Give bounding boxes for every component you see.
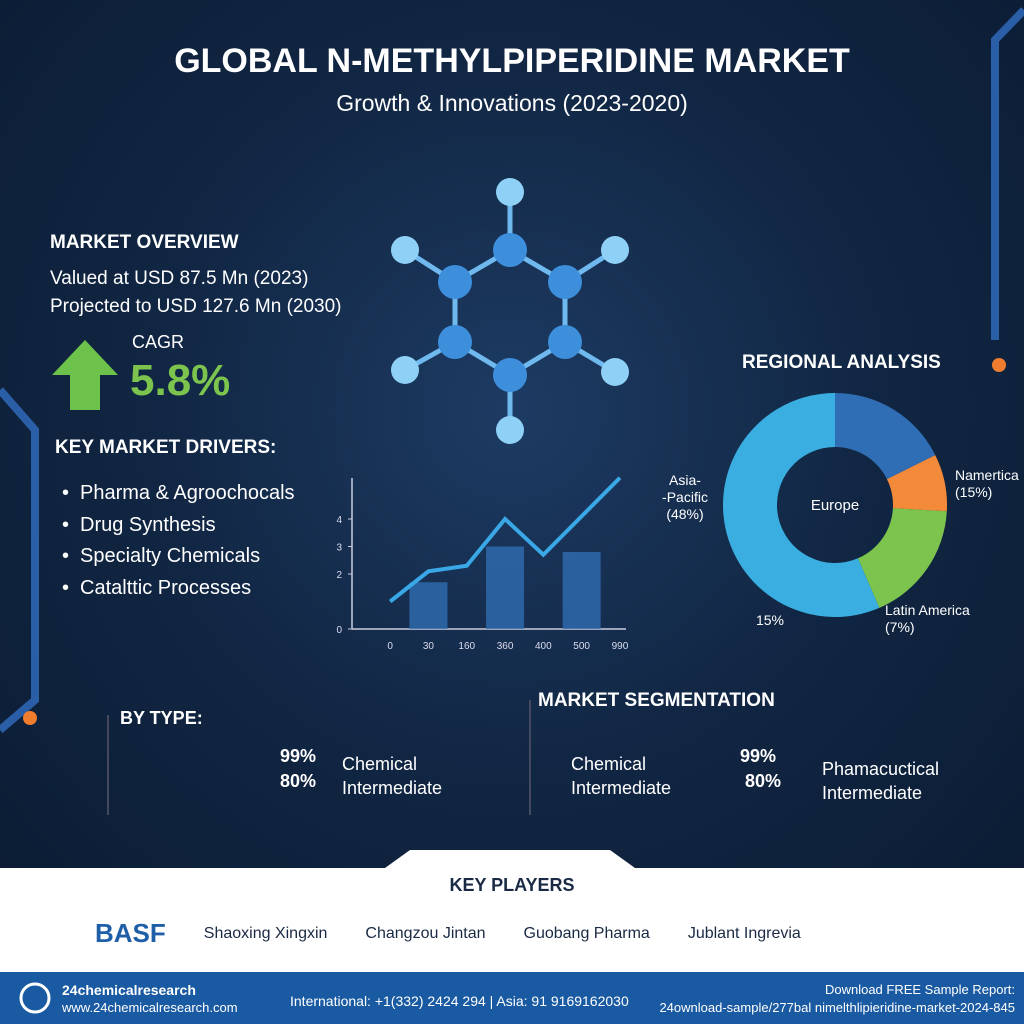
- driver-item: • Drug Synthesis: [62, 510, 295, 542]
- driver-item: • Catalttic Processes: [62, 573, 295, 605]
- value-label: (7%): [885, 619, 915, 635]
- heading: KEY MARKET DRIVERS:: [55, 437, 277, 458]
- player-list: BASF Shaoxing Xingxin Changzou Jintan Guoba…: [95, 918, 995, 949]
- player: Shaoxing Xingxin: [203, 924, 328, 942]
- player: Changzou Jintan: [365, 924, 486, 942]
- download-link: 24ownload-sample/277bal nimelthlipieridi…: [659, 1000, 1015, 1015]
- bullet: •: [62, 513, 70, 536]
- seg-label: Phamacuctical Intermediate: [822, 759, 940, 803]
- regional-donut: Namertica(15%) Latin America(7%) 15% Asia--…: [662, 393, 1019, 635]
- download-title: Download FREE Sample Report:: [824, 982, 1015, 997]
- x-tick-label: 30: [423, 641, 435, 652]
- y-tick-label: 0: [336, 625, 342, 636]
- bar: [562, 552, 601, 629]
- subtitle: Growth & Innovations (2023-2020): [336, 90, 688, 116]
- segment-label: Asia-: [669, 472, 701, 488]
- pct: 80%: [280, 771, 317, 791]
- y-tick-label: 3: [336, 543, 342, 554]
- y-tick-label: 4: [336, 515, 342, 526]
- driver-item: • Pharma & Agroochocals: [62, 478, 295, 510]
- x-tick-label: 500: [573, 641, 590, 652]
- heading: REGIONAL ANALYSIS: [742, 352, 941, 373]
- player: BASF: [95, 918, 166, 948]
- segment: [886, 455, 947, 512]
- segment-label: -Pacific: [662, 489, 708, 505]
- heading: MARKET OVERVIEW: [50, 232, 239, 253]
- bullet: •: [62, 482, 70, 504]
- bar: [409, 582, 448, 629]
- heading: KEY PLAYERS: [449, 875, 575, 895]
- x-tick-label: 0: [387, 641, 393, 652]
- cagr-label: CAGR: [132, 332, 185, 352]
- player: Jublant Ingrevia: [687, 924, 801, 942]
- seg-label: Chemical Intermediate: [571, 754, 672, 798]
- x-tick-label: 990: [612, 641, 629, 652]
- segment: [835, 393, 936, 480]
- x-tick-label: 360: [497, 641, 514, 652]
- growth-chart: 0 2 3 4 0 30 160 360 400 500 990: [336, 476, 629, 652]
- player: Guobang Pharma: [523, 924, 650, 942]
- bullet: •: [62, 576, 70, 599]
- value-label: (48%): [666, 506, 703, 522]
- value-label: 15%: [756, 612, 784, 628]
- x-tick-label: 400: [535, 641, 552, 652]
- bullet: •: [62, 545, 70, 567]
- overview-line: Valued at USD 87.5 Mn (2023): [50, 268, 309, 289]
- contact: International: +1(332) 2424 294 | Asia: …: [290, 993, 629, 1009]
- cagr-value: 5.8%: [130, 356, 231, 405]
- driver-list: • Pharma & Agroochocals • Drug Synthesis • Sp…: [62, 478, 295, 604]
- overview-line: Projected to USD 127.6 Mn (2030): [50, 296, 342, 317]
- segment: [723, 393, 880, 617]
- line: [388, 476, 622, 604]
- value-label: (15%): [955, 484, 992, 500]
- bar: [486, 546, 525, 629]
- x-tick-label: 160: [458, 641, 475, 652]
- pct: 80%: [745, 771, 782, 791]
- segment-label: Latin America: [885, 602, 970, 618]
- segment-label: Namertica: [955, 467, 1019, 483]
- pct: 99%: [280, 746, 317, 766]
- segment: [857, 508, 947, 608]
- seg-label: Chemical Intermediate: [342, 754, 443, 798]
- pct: 99%: [740, 746, 777, 766]
- heading: BY TYPE:: [120, 708, 203, 728]
- url: www.24chemicalresearch.com: [62, 1000, 238, 1015]
- driver-item: • Specialty Chemicals: [62, 541, 295, 573]
- heading: MARKET SEGMENTATION: [538, 690, 775, 711]
- y-tick-label: 2: [336, 570, 342, 581]
- brand: 24chemicalresearch: [62, 982, 196, 998]
- title: GLOBAL N-METHYLPIPERIDINE MARKET: [174, 42, 850, 80]
- center-label: Europe: [811, 497, 859, 514]
